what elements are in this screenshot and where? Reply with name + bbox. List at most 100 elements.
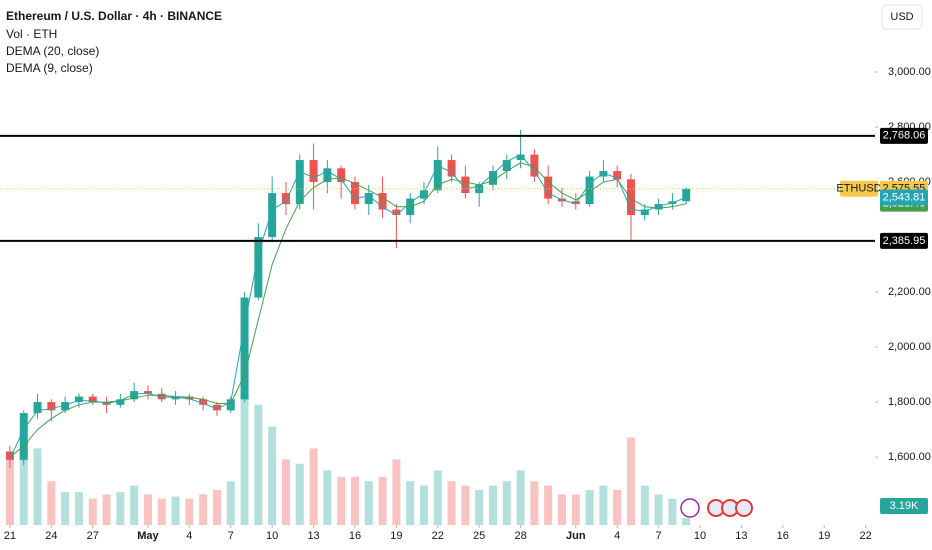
candle-body <box>613 171 622 180</box>
price-tag-label: 2,543.81 <box>883 191 926 203</box>
candle-body <box>185 396 194 400</box>
x-tick-label: 16 <box>349 530 361 542</box>
candle-body <box>475 184 484 194</box>
x-tick-label: 19 <box>390 530 402 542</box>
candle-body <box>530 154 539 177</box>
volume-bar <box>488 485 497 525</box>
x-tick-label: 21 <box>4 530 16 542</box>
price-tag <box>880 127 928 144</box>
volume-bar <box>74 492 83 525</box>
x-tick-label: 19 <box>818 530 830 542</box>
volume-bar <box>212 490 221 525</box>
candle-body <box>143 391 152 394</box>
x-tick-label: 10 <box>694 530 706 542</box>
candle-body <box>350 182 359 205</box>
volume-bar <box>502 481 511 525</box>
volume-bar <box>268 426 277 525</box>
candle-body <box>226 399 235 411</box>
volume-bar <box>419 485 428 525</box>
y-tick-label: 2,200.00 <box>888 286 931 298</box>
x-tick-label: 13 <box>735 530 747 542</box>
legend-volume: Vol · ETH <box>6 27 57 41</box>
y-tick-label: 1,800.00 <box>888 396 931 408</box>
x-tick-label: 16 <box>777 530 789 542</box>
candle-body <box>502 160 511 172</box>
candle-body <box>5 451 14 460</box>
candle-body <box>309 160 318 183</box>
volume-bar <box>406 481 415 525</box>
volume-bar <box>254 404 263 525</box>
candle-body <box>323 168 332 183</box>
x-tick-label: 7 <box>228 530 234 542</box>
volume-bar <box>337 476 346 525</box>
volume-tag-label: 3.19K <box>890 500 919 512</box>
volume-bar <box>544 485 553 525</box>
candle-body <box>544 176 553 199</box>
icon <box>680 498 700 518</box>
legend-entry: DEMA (9, close) <box>6 61 93 75</box>
currency-button[interactable] <box>881 4 923 30</box>
volume-bar <box>281 459 290 525</box>
volume-bar <box>171 496 180 525</box>
candle-body <box>61 402 70 411</box>
x-tick-label: 28 <box>514 530 526 542</box>
volume-bar <box>640 485 649 525</box>
candle-body <box>116 399 125 405</box>
price-tag-label: 2,385.95 <box>883 235 926 247</box>
candle-body <box>585 176 594 205</box>
candle-body <box>130 391 139 400</box>
candle-body <box>682 188 691 202</box>
volume-bar <box>309 448 318 525</box>
candle-body <box>199 399 208 405</box>
candle-body <box>392 209 401 216</box>
chart-title: Ethereum / U.S. Dollar · 4h · BINANCE <box>6 9 222 23</box>
dema-line <box>9 162 687 458</box>
volume-bar <box>5 459 14 525</box>
x-tick-label: 22 <box>432 530 444 542</box>
volume-bar <box>19 437 28 525</box>
y-tick-label: 2,000.00 <box>888 341 931 353</box>
volume-bar <box>433 470 442 525</box>
candle-body <box>295 160 304 205</box>
volume-bar <box>516 470 525 525</box>
candle-body <box>157 393 166 400</box>
candle-body <box>47 402 56 411</box>
candle-body <box>33 402 42 414</box>
candle-body <box>364 193 373 205</box>
event-icons <box>680 498 753 518</box>
symbol-tag <box>840 180 878 197</box>
volume-bar <box>475 490 484 525</box>
price-tag-label: 2,768.06 <box>883 130 926 142</box>
volume-bar <box>654 494 663 525</box>
x-tick-label: 13 <box>307 530 319 542</box>
volume-bar <box>102 494 111 525</box>
volume-bar <box>143 494 152 525</box>
candle-body <box>378 193 387 210</box>
volume-bar <box>585 490 594 525</box>
candle-body <box>640 209 649 216</box>
candle-body <box>337 168 346 183</box>
volume-bar <box>116 492 125 525</box>
candle-body <box>516 154 525 161</box>
candle-body <box>88 396 97 403</box>
price-tag <box>880 189 928 206</box>
volume-bar <box>613 490 622 525</box>
price-tag <box>880 232 928 249</box>
volume-bar <box>199 494 208 525</box>
volume-tag <box>880 498 928 515</box>
candle-body <box>171 396 180 400</box>
volume-bar <box>88 498 97 525</box>
volume-bar <box>226 481 235 525</box>
candle-body <box>488 171 497 185</box>
x-tick-label: 4 <box>186 530 192 542</box>
volume-bar <box>626 437 635 525</box>
volume-bar <box>378 476 387 525</box>
volume-bar <box>364 481 373 525</box>
volume-bar <box>61 492 70 525</box>
x-tick-label: 22 <box>859 530 871 542</box>
volume-bar <box>47 481 56 525</box>
currency-label[interactable]: USD <box>890 11 913 23</box>
x-tick-label: 10 <box>266 530 278 542</box>
